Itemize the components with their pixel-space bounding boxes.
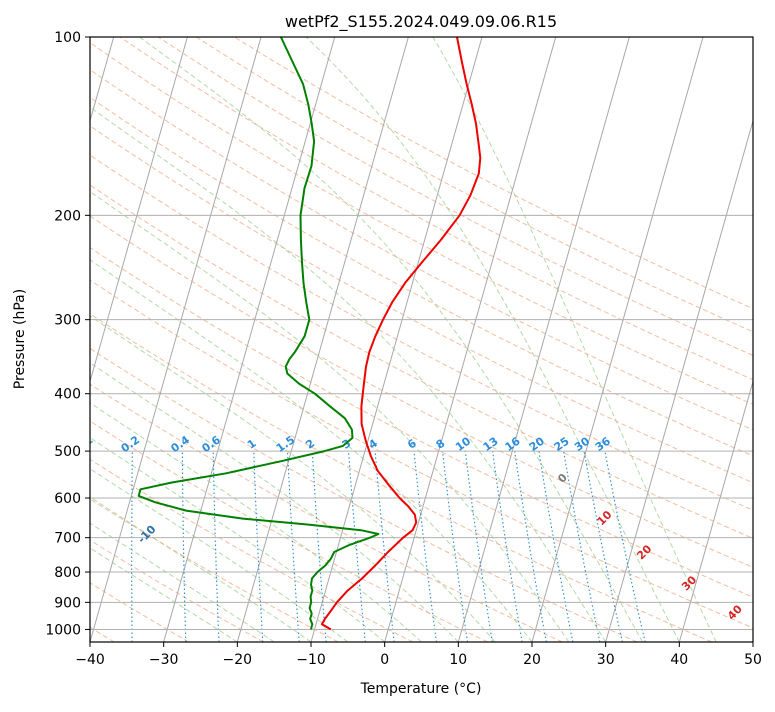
y-tick-label: 100 (54, 30, 81, 46)
x-tick-label: −10 (296, 652, 326, 668)
x-axis-label: Temperature (°C) (360, 681, 482, 697)
chart-title: wetPf2_S155.2024.049.09.06.R15 (285, 12, 557, 32)
y-tick-label: 1000 (45, 622, 81, 638)
y-tick-label: 200 (54, 208, 81, 224)
x-tick-label: 0 (380, 652, 389, 668)
x-tick-label: 50 (744, 652, 762, 668)
x-tick-label: 20 (523, 652, 541, 668)
y-axis-label: Pressure (hPa) (12, 289, 28, 389)
x-tick-label: 30 (597, 652, 615, 668)
x-tick-label: −20 (223, 652, 253, 668)
y-tick-label: 800 (54, 565, 81, 581)
y-tick-label: 300 (54, 313, 81, 329)
y-tick-label: 500 (54, 444, 81, 460)
x-tick-label: −30 (149, 652, 179, 668)
x-tick-label: −40 (75, 652, 105, 668)
x-tick-label: 40 (670, 652, 688, 668)
y-tick-label: 400 (54, 387, 81, 403)
x-tick-label: 10 (449, 652, 467, 668)
y-tick-label: 600 (54, 491, 81, 507)
y-tick-label: 900 (54, 595, 81, 611)
y-tick-label: 700 (54, 531, 81, 547)
